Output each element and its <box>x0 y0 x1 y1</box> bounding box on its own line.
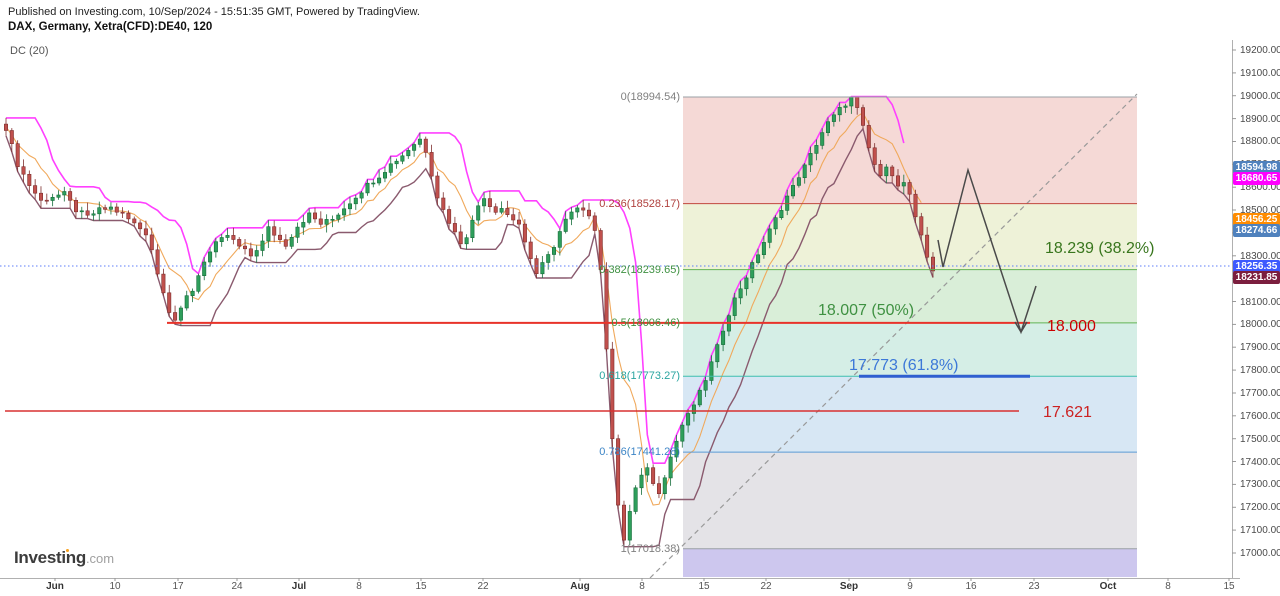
donchian-lower-line[interactable] <box>5 127 934 548</box>
zigzag-projection[interactable] <box>937 167 1037 335</box>
logo-text: Investing <box>14 548 86 567</box>
fib-zone-4[interactable] <box>683 376 1137 453</box>
fib-zone-3[interactable] <box>683 322 1137 377</box>
dashed-trendline[interactable] <box>649 93 1138 579</box>
y-axis-label[interactable]: 18000.00 <box>1240 319 1280 331</box>
x-axis-label[interactable]: 9 <box>907 581 913 592</box>
logo-orange-dot <box>66 549 69 552</box>
y-axis-label[interactable]: 17700.00 <box>1240 387 1280 399</box>
x-axis-label[interactable]: 8 <box>1165 581 1171 592</box>
symbol-title: DAX, Germany, Xetra(CFD):DE40, 120 <box>8 21 213 33</box>
x-axis-label[interactable]: 17 <box>172 581 184 592</box>
label-18000[interactable]: 18.000 <box>1047 318 1096 335</box>
price-badge-3: 18274.66 <box>1233 223 1280 237</box>
y-axis-label[interactable]: 18800.00 <box>1240 136 1280 148</box>
label-61_8[interactable]: 17.773 (61.8%) <box>849 357 959 374</box>
fib-label-3: 0.5(18006.46) <box>611 316 681 329</box>
y-axis-label[interactable]: 18900.00 <box>1240 113 1280 125</box>
indicator-label[interactable]: DC (20) <box>10 45 49 57</box>
fib-label-0: 0(18994.54) <box>620 90 680 103</box>
y-axis-label[interactable]: 17500.00 <box>1240 433 1280 445</box>
y-axis-label[interactable]: 18100.00 <box>1240 296 1280 308</box>
x-axis-label[interactable]: 8 <box>639 581 645 592</box>
x-axis-label[interactable]: 16 <box>965 581 977 592</box>
donchian-upper-line[interactable] <box>6 95 905 465</box>
price-badge-1: 18680.65 <box>1233 171 1280 185</box>
y-axis-label[interactable]: 18500.00 <box>1240 205 1280 217</box>
fib-zone-below-1[interactable] <box>683 548 1137 577</box>
y-axis-label[interactable]: 17800.00 <box>1240 365 1280 377</box>
fib-zone-5[interactable] <box>683 452 1137 549</box>
fib-label-6: 1(17018.38) <box>620 542 680 555</box>
x-axis-label[interactable]: Jun <box>46 581 64 592</box>
x-axis-label[interactable]: 8 <box>356 581 362 592</box>
investing-logo: Investing.com <box>14 548 114 568</box>
label-50[interactable]: 18.007 (50%) <box>818 302 915 319</box>
x-axis-label[interactable]: Jul <box>291 581 307 592</box>
price-badge-5: 18231.85 <box>1233 270 1280 284</box>
y-axis-label[interactable]: 18300.00 <box>1240 250 1280 262</box>
price-badge-0: 18594.98 <box>1233 160 1280 174</box>
fib-label-4: 0.618(17773.27) <box>599 370 680 383</box>
fib-label-1: 0.236(18528.17) <box>599 197 680 210</box>
x-axis-label[interactable]: Oct <box>1099 581 1117 592</box>
x-axis-label[interactable]: 23 <box>1028 581 1040 592</box>
y-axis-label[interactable]: 17300.00 <box>1240 479 1280 491</box>
x-axis-label[interactable]: 22 <box>477 581 489 592</box>
y-axis-label[interactable]: 17100.00 <box>1240 525 1280 537</box>
fib-label-5: 0.786(17441.28) <box>599 446 680 459</box>
y-axis-label[interactable]: 17000.00 <box>1240 548 1280 559</box>
fib-zone-1[interactable] <box>683 203 1137 270</box>
x-axis-label[interactable]: 10 <box>109 581 121 592</box>
y-axis-label[interactable]: 17400.00 <box>1240 456 1280 468</box>
y-axis-label[interactable]: 17900.00 <box>1240 342 1280 354</box>
y-axis-label[interactable]: 19000.00 <box>1240 90 1280 102</box>
zigzag-arrowhead <box>1014 321 1028 334</box>
x-axis-label[interactable]: 15 <box>415 581 427 592</box>
x-axis-label[interactable]: 22 <box>760 581 772 592</box>
label-17621[interactable]: 17.621 <box>1043 404 1092 421</box>
y-axis-label[interactable]: 17600.00 <box>1240 410 1280 422</box>
logo-suffix: .com <box>85 551 115 566</box>
x-axis-label[interactable]: 15 <box>698 581 710 592</box>
fib-zone-2[interactable] <box>683 269 1137 323</box>
x-axis-label[interactable]: 24 <box>231 581 243 592</box>
y-axis-label[interactable]: 17200.00 <box>1240 502 1280 514</box>
x-axis-label[interactable]: Aug <box>570 581 590 592</box>
x-axis-label[interactable]: 15 <box>1223 581 1235 592</box>
price-badge-2: 18456.25 <box>1233 212 1280 226</box>
x-axis-label[interactable]: Sep <box>839 581 859 592</box>
label-38_2[interactable]: 18.239 (38.2%) <box>1045 240 1155 257</box>
y-axis-label[interactable]: 18600.00 <box>1240 182 1280 194</box>
y-axis-label[interactable]: 19100.00 <box>1240 67 1280 79</box>
candles-layer[interactable] <box>4 96 935 547</box>
price-badge-4: 18256.35 <box>1233 259 1280 273</box>
fib-label-2: 0.382(18239.65) <box>599 263 680 276</box>
published-line: Published on Investing.com, 10/Sep/2024 … <box>8 6 420 18</box>
donchian-basis-line[interactable] <box>5 111 922 506</box>
y-axis-label[interactable]: 19200.00 <box>1240 45 1280 56</box>
